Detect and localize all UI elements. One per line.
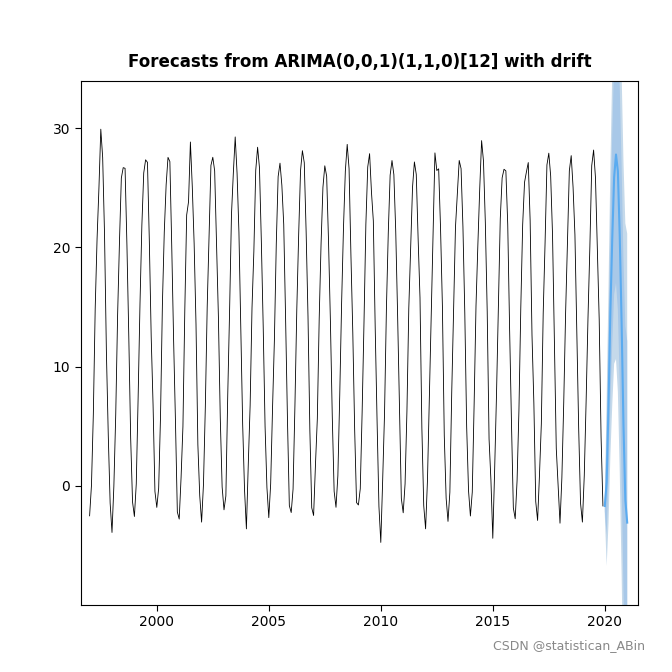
Text: CSDN @statistican_ABin: CSDN @statistican_ABin [493, 639, 645, 652]
Title: Forecasts from ARIMA(0,0,1)(1,1,0)[12] with drift: Forecasts from ARIMA(0,0,1)(1,1,0)[12] w… [128, 52, 591, 71]
